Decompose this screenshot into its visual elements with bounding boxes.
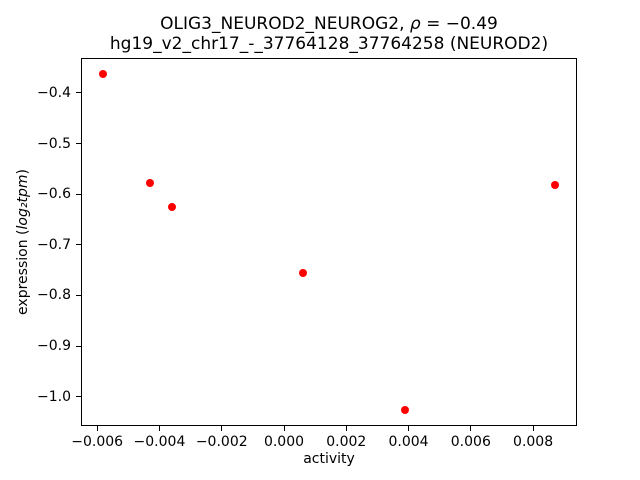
chart-title-line1: OLIG3_NEUROD2_NEUROG2, ρ = −0.49 [81, 14, 577, 34]
x-tick-mark [221, 426, 223, 431]
data-point [401, 405, 410, 414]
x-tick-label: 0.008 [513, 434, 554, 450]
x-tick-mark [532, 426, 534, 431]
y-tick-label: −0.9 [37, 338, 71, 355]
axes-spines [81, 58, 577, 426]
ylabel-suffix: ) [15, 169, 31, 175]
data-point [167, 202, 176, 211]
x-tick-label: −0.004 [133, 434, 186, 450]
y-tick-label: −0.4 [37, 84, 71, 101]
y-axis-label: expression (log₂tpm) [15, 169, 31, 315]
x-tick-mark [283, 426, 285, 431]
x-tick-mark [408, 426, 410, 431]
data-point [146, 178, 155, 187]
y-tick-label: −0.7 [37, 236, 71, 253]
y-tick-mark [76, 143, 81, 145]
ylabel-math: log₂tpm [15, 174, 31, 230]
data-point [298, 268, 307, 277]
x-tick-label: 0.000 [263, 434, 305, 450]
x-axis-label: activity [303, 451, 355, 467]
y-tick-mark [76, 193, 81, 195]
x-tick-label: 0.002 [326, 434, 367, 450]
y-tick-mark [76, 294, 81, 296]
chart-title: OLIG3_NEUROD2_NEUROG2, ρ = −0.49 hg19_v2… [81, 14, 577, 54]
y-tick-mark [76, 345, 81, 347]
title-rho-symbol: ρ [409, 14, 421, 34]
x-tick-label: −0.002 [195, 434, 248, 450]
y-tick-mark [76, 396, 81, 398]
x-tick-label: 0.006 [450, 434, 491, 450]
data-point [550, 180, 559, 189]
y-tick-label: −0.6 [37, 186, 71, 203]
y-tick-mark [76, 244, 81, 246]
x-tick-mark [96, 426, 98, 431]
x-tick-mark [345, 426, 347, 431]
y-tick-label: −1.0 [37, 388, 71, 405]
plot-area: −0.006 −0.004 −0.002 0.000 0.002 0.004 0.006 0.… [37, 58, 577, 450]
chart-title-line2: hg19_v2_chr17_-_37764128_37764258 (NEURO… [109, 34, 549, 54]
x-tick-label: −0.006 [71, 434, 124, 450]
title-prefix: OLIG3_NEUROD2_NEUROG2, [160, 14, 410, 34]
x-tick-mark [158, 426, 160, 431]
y-tick-mark [76, 92, 81, 94]
title-correlation-value: = −0.49 [420, 14, 498, 34]
x-tick-mark [470, 426, 472, 431]
y-tick-label: −0.5 [37, 135, 71, 152]
x-tick-label: 0.004 [388, 434, 429, 450]
ylabel-prefix: expression ( [15, 229, 31, 315]
data-point [99, 70, 108, 79]
y-tick-label: −0.8 [37, 287, 71, 304]
